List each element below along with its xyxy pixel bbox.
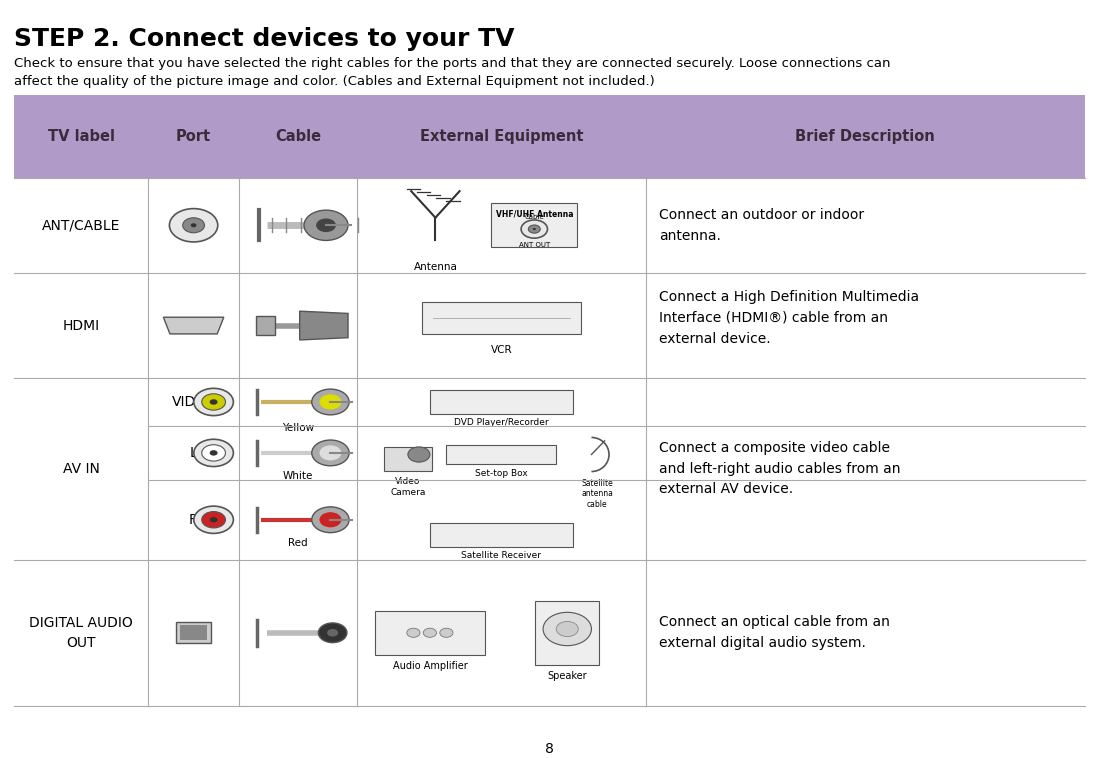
Circle shape [210,517,218,522]
Text: Connect a High Definition Multimedia
Interface (HDMI®) cable from an
external de: Connect a High Definition Multimedia Int… [659,290,919,346]
Text: 8: 8 [545,742,554,756]
Bar [535,600,599,665]
Circle shape [328,629,338,637]
Circle shape [304,210,348,240]
Circle shape [408,447,430,462]
Circle shape [320,512,342,528]
Circle shape [312,507,349,533]
Text: VIDEO: VIDEO [171,395,215,409]
Bar [176,622,211,644]
Text: Video
Camera: Video Camera [390,478,425,497]
Text: HDMI: HDMI [63,318,100,333]
Text: Connect an outdoor or indoor
antenna.: Connect an outdoor or indoor antenna. [659,208,864,243]
Circle shape [407,628,420,637]
Circle shape [312,389,349,415]
Text: Cable: Cable [275,129,321,143]
Text: Port: Port [176,129,211,143]
Bar [14,95,1085,177]
Text: L: L [190,446,198,460]
Circle shape [521,220,547,238]
Circle shape [191,224,197,227]
Text: Brief Description: Brief Description [796,129,935,143]
Circle shape [202,445,225,461]
Text: DVD Player/Recorder: DVD Player/Recorder [454,418,548,427]
Polygon shape [300,311,348,340]
Circle shape [317,218,336,232]
Text: AV IN: AV IN [63,462,100,476]
Polygon shape [164,317,224,334]
Text: Connect a composite video cable
and left-right audio cables from an
external AV : Connect a composite video cable and left… [659,441,900,496]
Circle shape [182,218,204,233]
Bar [430,523,573,547]
Text: DIGITAL AUDIO
OUT: DIGITAL AUDIO OUT [30,616,133,650]
Text: Audio Amplifier: Audio Amplifier [392,661,467,671]
Circle shape [320,394,342,409]
Text: VHF/UHF Antenna: VHF/UHF Antenna [496,209,573,218]
Circle shape [440,628,453,637]
Circle shape [423,628,436,637]
Text: R: R [189,512,199,527]
Circle shape [529,225,541,233]
Circle shape [193,439,233,467]
Text: VCR: VCR [490,344,512,355]
Circle shape [210,399,218,405]
Circle shape [169,208,218,242]
Bar [422,302,581,334]
Circle shape [202,394,225,410]
Circle shape [556,622,578,637]
Bar [384,447,432,471]
Circle shape [533,228,536,230]
Text: Satellite Receiver: Satellite Receiver [462,551,542,560]
Text: Satellite
antenna
cable: Satellite antenna cable [581,479,613,509]
Bar [430,390,573,414]
Bar [375,611,485,655]
Bar [491,203,577,247]
Text: Yellow: Yellow [281,423,314,433]
Text: Red: Red [288,538,308,548]
Circle shape [193,388,233,415]
Text: White: White [282,471,313,481]
Bar [180,625,207,641]
Text: External Equipment: External Equipment [420,129,584,143]
Text: ANT OUT: ANT OUT [519,242,550,248]
Text: Check to ensure that you have selected the right cables for the ports and that t: Check to ensure that you have selected t… [14,57,891,88]
Text: ANT/CABLE: ANT/CABLE [42,218,121,232]
Text: STEP 2. Connect devices to your TV: STEP 2. Connect devices to your TV [14,27,514,51]
Bar [446,445,556,465]
Circle shape [193,506,233,534]
Circle shape [319,623,347,643]
Circle shape [543,612,591,646]
Bar [256,315,276,335]
Text: Set-top Box: Set-top Box [475,469,528,478]
Circle shape [320,446,342,461]
Circle shape [202,512,225,528]
Text: Cable: Cable [524,214,544,220]
Text: Antenna: Antenna [413,262,457,271]
Circle shape [210,450,218,456]
Circle shape [312,440,349,465]
Text: Speaker: Speaker [547,671,587,681]
Text: Connect an optical cable from an
external digital audio system.: Connect an optical cable from an externa… [659,615,890,650]
Text: TV label: TV label [47,129,114,143]
